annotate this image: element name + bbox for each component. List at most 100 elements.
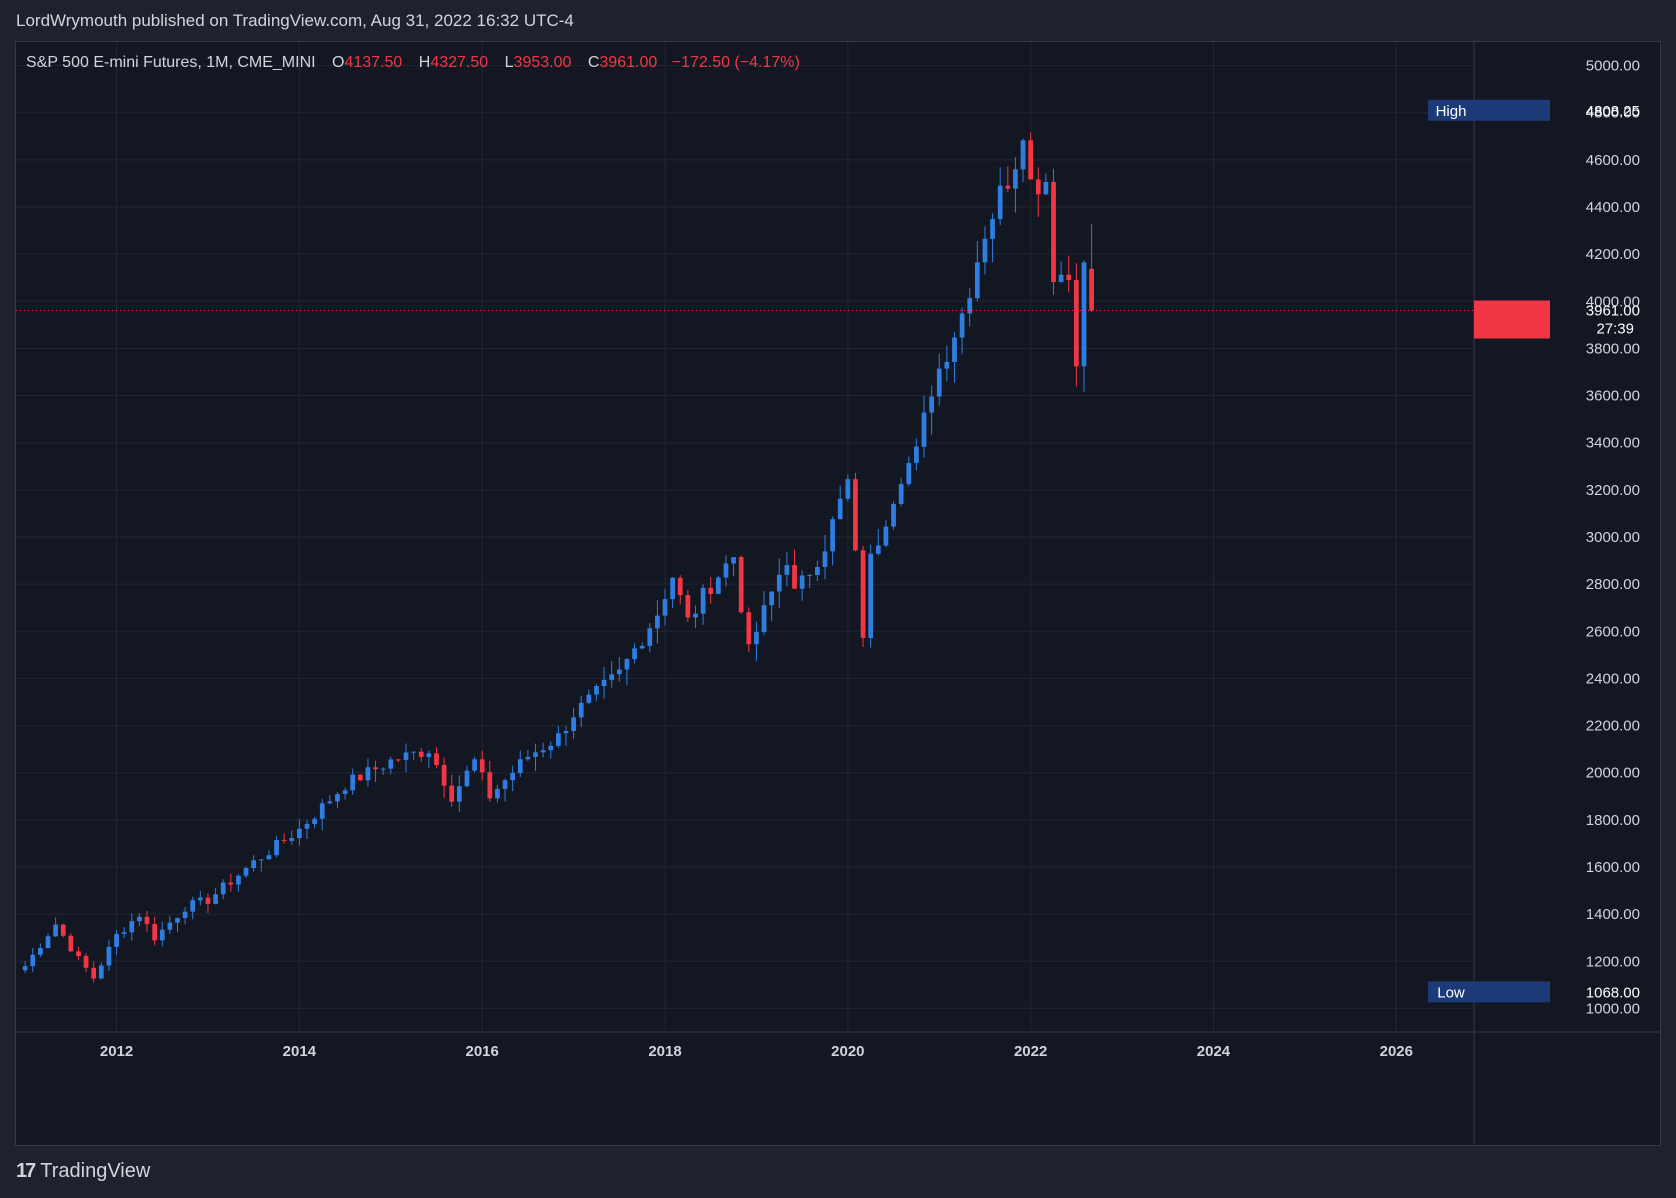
candle-body (715, 577, 721, 594)
candle-body (655, 615, 660, 629)
candle-body (578, 702, 584, 718)
candle-body (365, 767, 371, 781)
price-tick-label: 2400.00 (1586, 670, 1640, 687)
candle-body (586, 694, 592, 703)
candle-body (868, 553, 874, 638)
candle-body (670, 577, 675, 600)
candle-body (495, 788, 500, 799)
candle-body (22, 966, 28, 971)
candle-body (197, 897, 203, 901)
candle-body (944, 361, 950, 369)
time-tick-label: 2020 (831, 1043, 864, 1060)
tradingview-logo[interactable]: 17 TradingView (16, 1160, 150, 1183)
legend-close-value: 3961.00 (599, 54, 658, 71)
candle-body (205, 897, 211, 904)
candle-body (830, 519, 835, 552)
candle-body (251, 860, 257, 869)
candle-body (723, 563, 729, 578)
candle-body (898, 484, 904, 504)
candle-body (594, 686, 599, 695)
candle-body (228, 882, 234, 885)
candle-body (525, 756, 531, 760)
candle-body (266, 855, 272, 860)
candle-body (982, 238, 988, 263)
candle-body (845, 479, 851, 499)
time-tick-label: 2022 (1014, 1043, 1047, 1060)
price-tick-label: 1000.00 (1586, 1000, 1640, 1017)
candle-body (624, 659, 630, 670)
candle-body (860, 550, 866, 638)
low-tag-bg (1428, 981, 1474, 1003)
candle-body (350, 774, 356, 791)
legend-close-label: C (587, 54, 600, 71)
high-tag-bg (1428, 99, 1474, 121)
price-tick-label: 5000.00 (1586, 58, 1640, 75)
price-tick-label: 4200.00 (1586, 246, 1640, 263)
candle-body (662, 599, 668, 616)
candle-body (822, 551, 828, 567)
legend-low-value: 3953.00 (513, 54, 572, 71)
price-tick-label: 1600.00 (1586, 859, 1640, 876)
candle-body (152, 924, 158, 941)
price-tick-label: 4000.00 (1586, 293, 1640, 310)
chart-pane[interactable]: 1000.00 1200.00 1400.00 1600.00 1800.00 2000.… (15, 41, 1661, 1146)
candle-body (388, 759, 394, 769)
candle-body (677, 577, 683, 596)
candle-body (236, 875, 241, 885)
candle-body (647, 628, 653, 646)
candle-body (274, 839, 279, 856)
candle-body (182, 911, 188, 919)
legend-high-label: H (418, 54, 431, 71)
legend-symbol[interactable]: S&P 500 E-mini Futures, 1M, CME_MINI (26, 54, 316, 71)
price-axis-bg (1474, 42, 1660, 1145)
candle-body (685, 595, 691, 618)
candle-body (106, 947, 112, 966)
candle-body (243, 868, 249, 876)
candle-body (571, 717, 576, 732)
candle-body (1074, 280, 1079, 367)
candles (22, 132, 1094, 983)
candle-body (837, 498, 843, 520)
candle-body (1035, 179, 1041, 195)
high-value: 4808.25 (1586, 103, 1640, 120)
time-tick-label: 2026 (1380, 1043, 1413, 1060)
candle-body (799, 575, 805, 589)
candlestick-chart[interactable]: 1000.00 1200.00 1400.00 1600.00 1800.00 2000.… (16, 42, 1661, 1146)
price-tick-label: 2800.00 (1586, 576, 1640, 593)
grid-lines (16, 42, 1474, 1032)
price-tick-label: 4800.00 (1586, 105, 1640, 122)
candle-body (510, 772, 516, 781)
candle-body (258, 859, 264, 861)
candle-body (45, 936, 51, 949)
time-tick-label: 2014 (283, 1043, 317, 1060)
candle-body (68, 935, 74, 952)
candle-body (1020, 140, 1026, 170)
candle-body (792, 565, 797, 589)
candle-body (335, 793, 340, 802)
time-tick-label: 2024 (1197, 1043, 1231, 1060)
candle-body (289, 838, 295, 841)
candle-body (144, 916, 150, 925)
candle-body (357, 774, 363, 781)
legend-open-label: O (332, 54, 345, 71)
candle-body (380, 768, 386, 770)
bar-countdown: 27:39 (1596, 320, 1634, 337)
candle-body (53, 924, 58, 937)
low-tag: Low (1437, 984, 1465, 1001)
candle-body (533, 752, 538, 757)
legend-low-label: L (504, 54, 514, 71)
candle-body (548, 745, 554, 751)
last-price-value: 3961.00 (1586, 302, 1640, 319)
price-tick-label: 1400.00 (1586, 906, 1640, 923)
candle-body (1013, 169, 1018, 189)
candle-body (632, 648, 637, 660)
tradingview-brand: TradingView (40, 1160, 151, 1182)
candle-body (426, 753, 432, 757)
candle-body (936, 368, 942, 397)
candle-body (540, 750, 546, 753)
price-tick-label: 3200.00 (1586, 482, 1640, 499)
candle-body (373, 767, 378, 770)
candle-body (403, 752, 409, 761)
candle-body (434, 753, 439, 765)
candle-body (175, 918, 180, 923)
